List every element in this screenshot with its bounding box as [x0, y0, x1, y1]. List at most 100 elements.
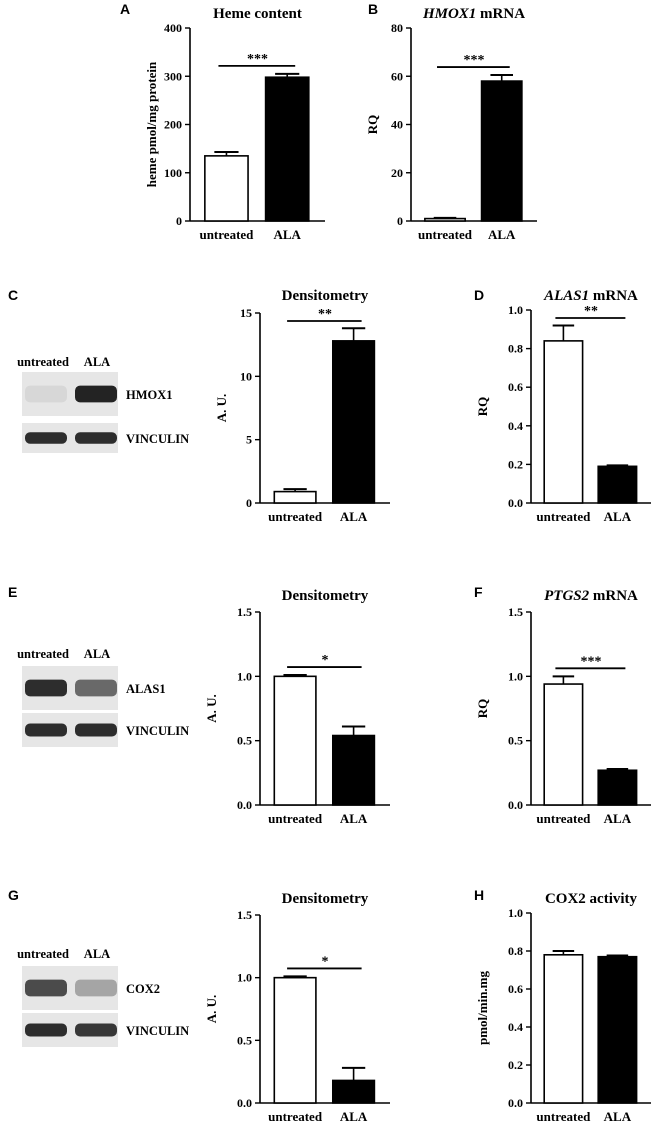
x-tick-label: untreated [268, 509, 323, 524]
chart-title: HMOX1 mRNA [422, 6, 525, 22]
blot-band [25, 385, 67, 403]
chart-panel-g: G Densitometry 0.0 0.5 1.0 1.5 A. U. untreated A… [8, 887, 390, 1124]
chart-panel-e: E Densitometry 0.0 0.5 1.0 1.5 A. U. untreated A… [8, 584, 390, 826]
blot-lane-label: untreated [17, 947, 69, 961]
y-tick-label: 400 [164, 21, 182, 35]
x-tick-label: ALA [340, 811, 368, 826]
chart-panel-f: F PTGS2 mRNA 0.0 0.5 1.0 1.5 RQ untreated ALA *** [474, 584, 651, 826]
x-tick-label: untreated [268, 811, 323, 826]
x-tick-label: ALA [604, 811, 632, 826]
y-tick-label: 0.0 [237, 1096, 252, 1110]
y-axis-label: pmol/min.mg [475, 970, 490, 1045]
y-tick-label: 0.4 [508, 419, 523, 433]
bar-ala [597, 465, 638, 504]
y-tick-label: 20 [391, 166, 403, 180]
bar-ala [597, 955, 638, 1104]
y-tick-label: 1.0 [237, 669, 252, 683]
y-tick-label: 0.8 [508, 944, 523, 958]
panel-letter: C [8, 287, 18, 303]
chart-title: Densitometry [282, 288, 369, 304]
bar-untreated [424, 217, 466, 222]
chart-panel-h: H COX2 activity 0.0 0.2 0.4 0.6 0.8 1.0 pmol/min… [474, 887, 651, 1124]
chart-title-suffix: mRNA [589, 288, 638, 304]
blot-band [25, 432, 67, 444]
chart-title-text: Densitometry [282, 588, 369, 604]
blot-band [25, 679, 67, 697]
chart-title-gene: PTGS2 [544, 588, 590, 604]
y-tick-label: 80 [391, 21, 403, 35]
bar-ala [331, 340, 376, 504]
y-tick-label: 1.5 [237, 605, 252, 619]
y-tick-label: 0.0 [508, 1096, 523, 1110]
significance-stars: *** [247, 52, 268, 67]
chart-title: ALAS1 mRNA [543, 288, 638, 304]
bar-ala [597, 769, 638, 806]
chart-title: PTGS2 mRNA [544, 588, 638, 604]
panel-letter: E [8, 584, 17, 600]
panel-letter: F [474, 584, 483, 600]
significance-stars: *** [581, 654, 602, 669]
y-axis-label: heme pmol/mg protein [144, 61, 159, 187]
blot-band [25, 1023, 67, 1037]
y-tick-label: 1.5 [508, 605, 523, 619]
y-tick-label: 1.0 [508, 669, 523, 683]
y-tick-label: 10 [240, 369, 252, 383]
y-tick-label: 1.5 [237, 908, 252, 922]
y-tick-label: 200 [164, 118, 182, 132]
panel-letter: D [474, 287, 484, 303]
x-tick-label: ALA [340, 509, 368, 524]
y-tick-label: 0.6 [508, 982, 523, 996]
y-axis-label: RQ [475, 397, 490, 417]
blot-protein-label: VINCULIN [126, 1024, 189, 1038]
blot-lane-label: untreated [17, 647, 69, 661]
x-tick-label: untreated [536, 509, 591, 524]
blot-band [75, 679, 117, 697]
y-axis-label: A. U. [204, 995, 219, 1024]
western-blot-g: untreated ALA COX2 VINCULIN [17, 947, 189, 1047]
bar-ala [264, 76, 310, 222]
y-tick-label: 0.4 [508, 1020, 523, 1034]
blot-band [75, 432, 117, 444]
blot-band [75, 1023, 117, 1037]
chart-title: Heme content [213, 6, 302, 22]
y-tick-label: 0 [246, 496, 252, 510]
chart-title-gene: HMOX1 [422, 6, 476, 22]
y-axis-label: A. U. [204, 694, 219, 723]
significance-stars: *** [464, 53, 485, 68]
x-tick-label: ALA [340, 1109, 368, 1124]
blot-lane-label: ALA [84, 947, 110, 961]
chart-title-text: Densitometry [282, 891, 369, 907]
x-tick-label: untreated [536, 1109, 591, 1124]
x-tick-label: untreated [536, 811, 591, 826]
x-tick-label: untreated [199, 227, 254, 242]
panel-letter: A [120, 1, 130, 17]
significance-stars: ** [318, 307, 332, 322]
significance-stars: ** [584, 304, 598, 319]
y-tick-label: 0.0 [508, 496, 523, 510]
y-axis-label: A. U. [214, 394, 229, 423]
chart-panel-c: C Densitometry 0 5 10 15 A. U. untreated ALA ** [8, 287, 390, 524]
x-tick-label: untreated [268, 1109, 323, 1124]
chart-title-text: COX2 activity [545, 891, 638, 907]
y-tick-label: 60 [391, 69, 403, 83]
blot-band [25, 979, 67, 997]
significance-stars: * [322, 653, 329, 668]
chart-title: Densitometry [282, 891, 369, 907]
bar-ala [331, 734, 376, 806]
chart-title-gene: ALAS1 [543, 288, 589, 304]
y-tick-label: 0.5 [508, 734, 523, 748]
chart-title: COX2 activity [545, 891, 638, 907]
chart-title-text: Heme content [213, 6, 302, 22]
bar-untreated [273, 675, 317, 806]
chart-title: Densitometry [282, 588, 369, 604]
western-blot-c: untreated ALA HMOX1 VINCULIN [17, 355, 189, 453]
bar-untreated [543, 340, 584, 504]
x-tick-label: ALA [604, 1109, 632, 1124]
y-tick-label: 5 [246, 433, 252, 447]
y-tick-label: 0.0 [237, 798, 252, 812]
y-tick-label: 0.5 [237, 1033, 252, 1047]
chart-title-text: Densitometry [282, 288, 369, 304]
bar-untreated [204, 155, 249, 222]
western-blot-e: untreated ALA ALAS1 VINCULIN [17, 647, 189, 747]
